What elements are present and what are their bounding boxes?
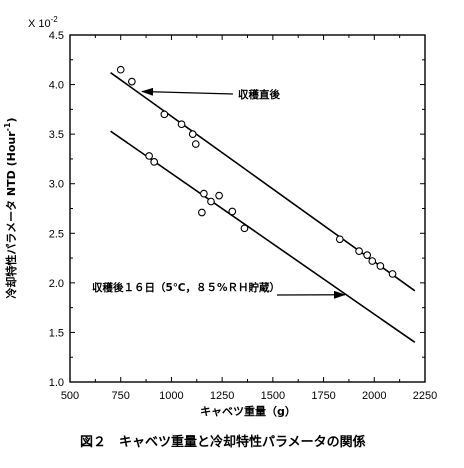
- data-point-series-1: [228, 207, 237, 216]
- data-point-series-0: [160, 110, 169, 119]
- x-tick-label: 2000: [362, 390, 386, 402]
- x-axis: 500 750 1000 1250 1500 1750 2000 2250: [61, 35, 437, 402]
- data-point-series-0: [191, 140, 200, 148]
- data-point-series-0: [116, 65, 125, 74]
- x-tick-label: 1500: [261, 390, 285, 402]
- data-point-series-0: [335, 235, 344, 244]
- annotation-label-stored: 収穫後１６日（5℃，８５%ＲＨ貯蔵）: [92, 281, 280, 294]
- y-tick-label: 3.0: [49, 179, 64, 191]
- x-tick-label: 1000: [159, 390, 183, 402]
- x-axis-title: キャベツ重量（g）: [200, 404, 296, 418]
- y-tick-label: 4.0: [49, 80, 64, 92]
- x-tick-label: 2250: [413, 390, 437, 402]
- y-tick-label: 1.5: [49, 327, 64, 339]
- data-point-series-1: [145, 152, 153, 160]
- data-point-series-1: [198, 208, 206, 217]
- data-point-series-0: [363, 251, 372, 259]
- data-point-series-1: [200, 189, 208, 198]
- data-point-series-1: [150, 158, 159, 166]
- x-tick-label: 500: [61, 390, 79, 402]
- data-point-series-0: [368, 257, 377, 265]
- annotation-label-fresh: 収穫直後: [238, 88, 280, 101]
- y-axis-multiplier: X 10-2: [28, 15, 58, 30]
- fit-line-series-1: [110, 130, 416, 344]
- y-axis: 1.0 1.5 2.0 2.5 3.0 3.5 4.0 4.5: [49, 30, 425, 389]
- x-tick-label: 1250: [210, 390, 234, 402]
- data-point-series-0: [376, 262, 385, 270]
- x-tick-label: 750: [112, 390, 130, 402]
- plot-area-frame: [69, 34, 426, 383]
- data-point-series-0: [388, 270, 397, 278]
- figure-caption: 図２ キャベツ重量と冷却特性パラメータの関係: [80, 434, 366, 450]
- data-points: [116, 65, 397, 278]
- data-point-series-0: [177, 120, 186, 129]
- y-tick-label: 1.0: [49, 377, 64, 389]
- data-point-series-1: [240, 224, 249, 233]
- data-point-series-1: [207, 197, 215, 206]
- x-tick-label: 1750: [311, 390, 335, 402]
- data-point-series-0: [128, 77, 136, 86]
- data-point-series-0: [355, 247, 363, 255]
- y-tick-label: 3.5: [49, 129, 64, 141]
- y-tick-label: 2.5: [49, 228, 64, 240]
- data-point-series-1: [215, 191, 223, 200]
- data-point-series-0: [188, 130, 197, 138]
- y-tick-label: 4.5: [49, 30, 64, 42]
- fit-lines: [110, 72, 416, 344]
- annotation-arrow-fresh: [141, 87, 234, 96]
- y-tick-label: 2.0: [49, 278, 64, 290]
- y-axis-title: 冷却特性パラメータ NTD (Hour-1): [3, 117, 18, 298]
